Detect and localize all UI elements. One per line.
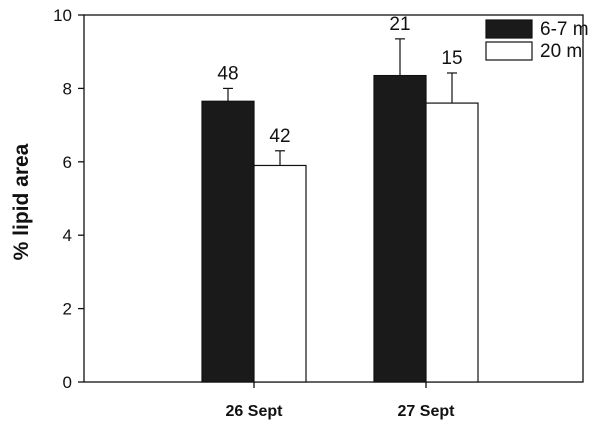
bar	[425, 102, 479, 383]
x-tick-label: 27 Sept	[398, 403, 456, 420]
data-label: 15	[441, 48, 462, 69]
y-tick-label: 8	[63, 79, 72, 98]
legend-label: 20 m	[540, 41, 582, 62]
data-label: 48	[217, 63, 238, 84]
y-tick-label: 4	[63, 226, 72, 245]
data-label: 21	[389, 14, 410, 35]
data-label: 42	[269, 126, 290, 147]
y-tick-label: 10	[53, 6, 72, 25]
y-tick-label: 6	[63, 153, 72, 172]
legend-swatch	[485, 41, 533, 61]
bar	[253, 164, 307, 383]
plot-frame	[83, 14, 584, 383]
legend-swatch	[485, 19, 533, 39]
bar	[201, 100, 255, 383]
legend-label: 6-7 m	[540, 19, 589, 40]
bar	[373, 74, 427, 383]
y-tick-label: 2	[63, 300, 72, 319]
x-tick-label: 26 Sept	[226, 403, 284, 420]
y-axis-label: % lipid area	[10, 143, 33, 260]
y-tick-label: 0	[63, 373, 72, 392]
